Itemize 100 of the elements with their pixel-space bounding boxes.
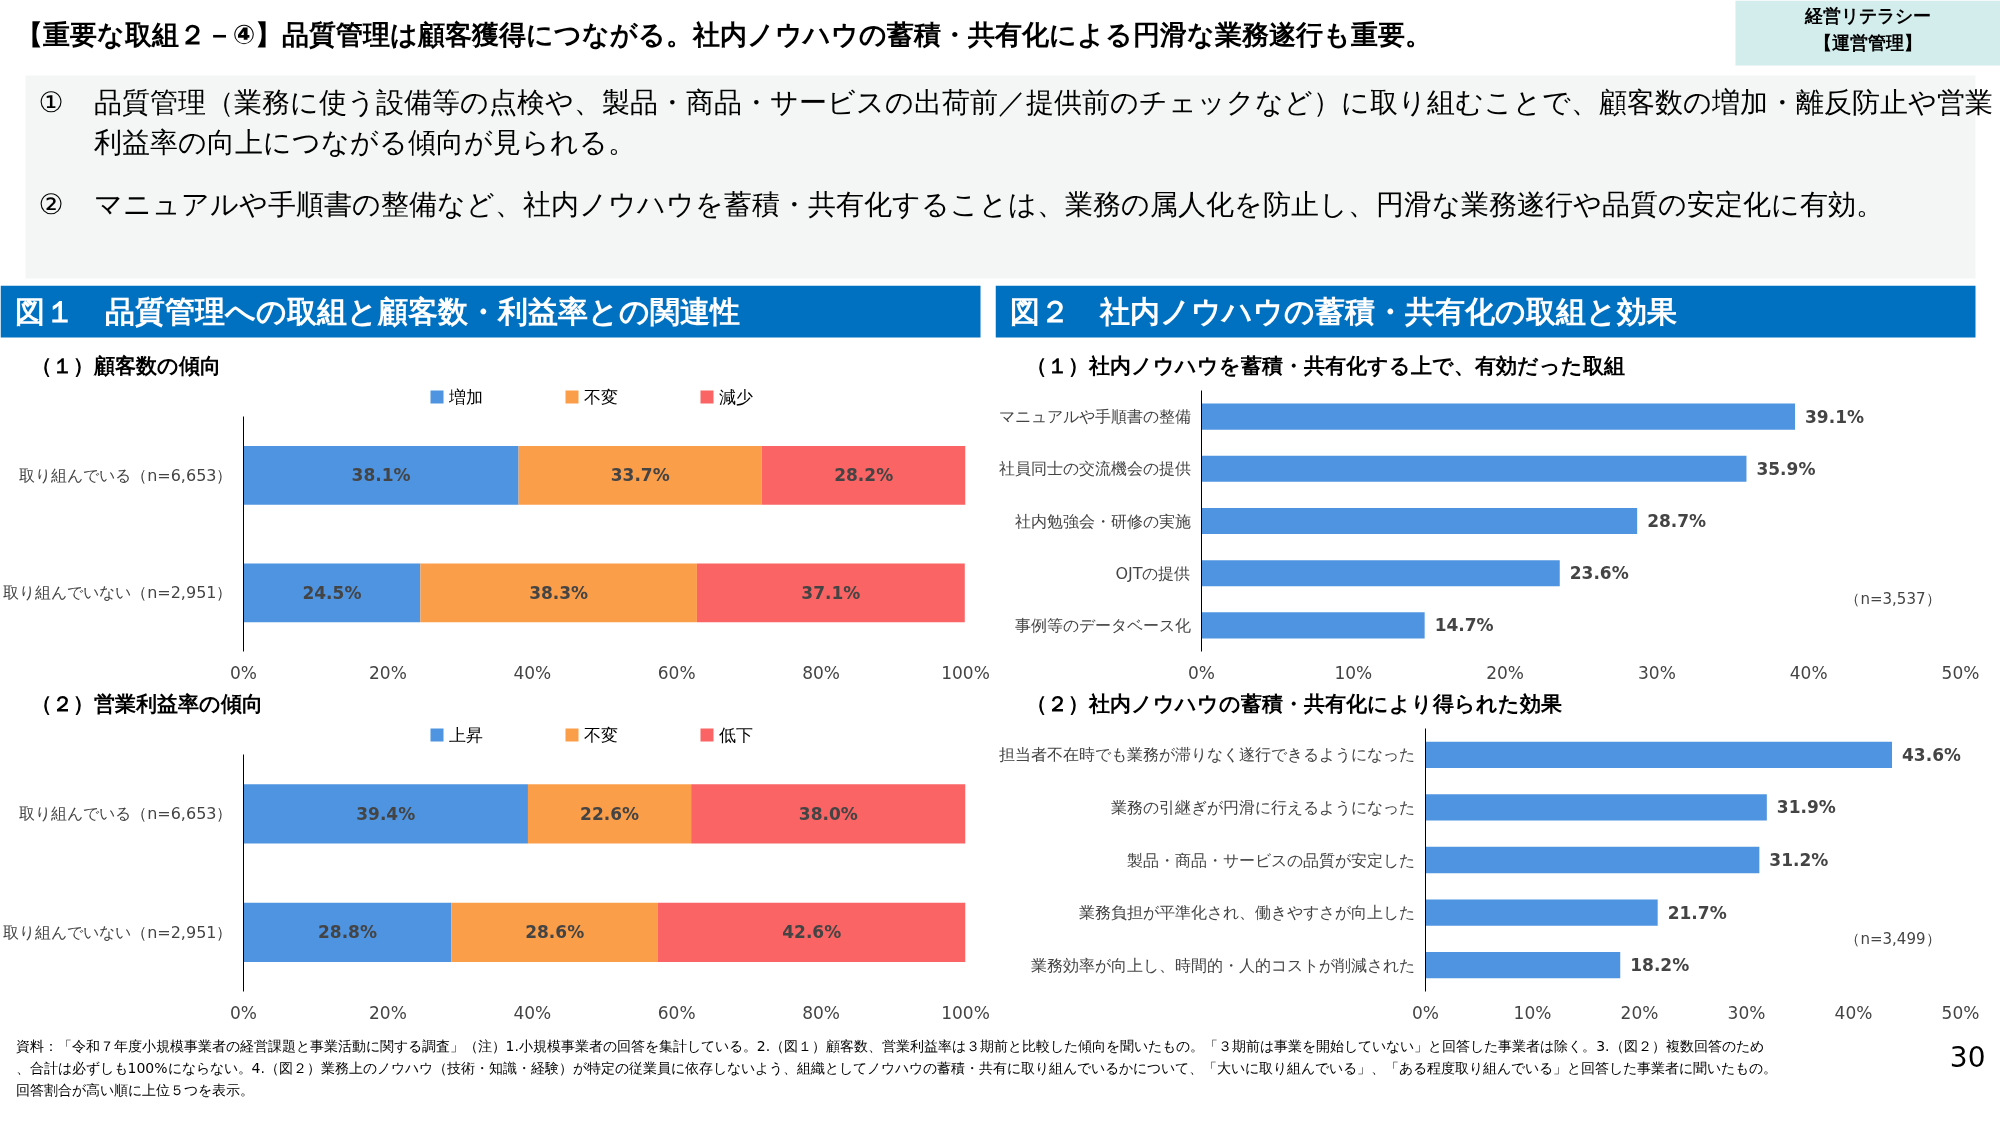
- chart-subtitle: （１）顧客数の傾向: [30, 353, 221, 378]
- legend-label: 増加: [447, 386, 483, 407]
- text: 経営リテラシー: [1803, 4, 1931, 26]
- y-tick-label: マニュアルや手順書の整備: [998, 407, 1191, 427]
- bar: [243, 902, 452, 962]
- data-label: 38.3%: [529, 582, 589, 603]
- x-tick-label: 50%: [1941, 662, 1980, 683]
- y-tick-label: 担当者不在時でも業務が滞りなく遂行できるようになった: [998, 745, 1415, 765]
- x-tick-label: 80%: [802, 662, 840, 683]
- x-tick-label: 0%: [1412, 1002, 1439, 1023]
- x-tick-label: 30%: [1727, 1002, 1766, 1023]
- x-tick-label: 10%: [1513, 1002, 1552, 1023]
- data-label: 28.7%: [1647, 511, 1707, 531]
- x-tick-label: 50%: [1941, 1002, 1980, 1023]
- bar: [527, 784, 692, 844]
- x-tick-label: 40%: [1789, 662, 1828, 683]
- bar: [1201, 403, 1796, 430]
- bar: [1201, 560, 1560, 587]
- data-label: 21.7%: [1667, 902, 1727, 923]
- x-tick-label: 40%: [513, 1002, 552, 1023]
- x-tick-label: 40%: [1834, 1002, 1873, 1023]
- y-tick-label: 取り組んでいる（n=6,653）: [19, 465, 233, 485]
- text: ① 品質管理（業務に使う設備等の点検や、製品・商品・サービスの出荷前／提供前のチェックなど）に取り組むことで、顧客数の増加・離反防止や営業利益率の向上につながる傾向が見られる。: [38, 85, 1993, 159]
- bar: [243, 784, 528, 844]
- bar: [1425, 952, 1621, 979]
- text: ② マニュアルや手順書の整備など、社内ノウハウを蓄積・共有化することは、業務の属人化を防止し、円滑な業務遂行や品質の安定化に有効。: [38, 187, 1884, 221]
- chart-title: 図２ 社内ノウハウの蓄積・共有化の取組と効果: [1009, 293, 1677, 329]
- data-label: 31.2%: [1769, 850, 1829, 870]
- x-tick-label: 60%: [657, 662, 696, 683]
- x-tick-label: 80%: [802, 1002, 840, 1023]
- bar: [243, 563, 421, 623]
- x-tick-label: 20%: [369, 662, 407, 683]
- legend-label: 上昇: [448, 724, 483, 745]
- y-tick-label: 取り組んでいる（n=6,653）: [19, 804, 233, 824]
- x-tick-label: 0%: [1188, 662, 1215, 683]
- data-label: 35.9%: [1756, 458, 1816, 479]
- legend-label: 不変: [583, 724, 618, 745]
- x-tick-label: 30%: [1638, 662, 1676, 683]
- data-label: 24.5%: [302, 582, 362, 603]
- legend-label: 不変: [583, 386, 618, 407]
- data-label: 28.8%: [317, 922, 377, 943]
- bar: [761, 445, 966, 505]
- text: 30: [1949, 1040, 1986, 1074]
- data-label: 28.2%: [834, 465, 894, 486]
- x-tick-label: 60%: [657, 1002, 696, 1023]
- data-label: 18.2%: [1630, 955, 1690, 976]
- data-label: 23.6%: [1569, 563, 1629, 584]
- y-tick-label: 社内勉強会・研修の実施: [1014, 511, 1191, 531]
- y-tick-label: 製品・商品・サービスの品質が安定した: [1126, 850, 1415, 870]
- text: 【運営管理】: [1813, 31, 1922, 53]
- bar: [420, 563, 697, 623]
- text: 【重要な取組２－④】品質管理は顧客獲得につながる。社内ノウハウの蓄積・共有化による円滑な業務遂行も重要。: [15, 18, 1433, 50]
- data-label: 43.6%: [1902, 744, 1961, 765]
- chart-title: （２）社内ノウハウの蓄積・共有化により得られた効果: [1025, 691, 1562, 716]
- legend-label: 減少: [718, 386, 753, 407]
- data-label: 14.7%: [1434, 615, 1494, 636]
- text: 資料：「令和７年度小規模事業者の経営課題と事業活動に関する調査」（注）1.小規模事業者の回答を集計している。2.（図１）顧客数、営業利益率は３期前と比較した傾向を聞いたもの。「３期前は事業を開始していない」と回答した事業者は除く。3.（図２）複数回答のため、合計は必ずしも100%にならない。4.（図２）業務上のノウハウ（技術・知識・経験）が特定の従業員に依存しないよう、組織としてノウハウの蓄積・共有に取り組んでいるかについて、「大いに取り組んでいる」、「ある程度取り組んでいる」と回答した事業者に聞いたもの。回答割合が高い順に上位５つを表示。: [15, 1037, 1777, 1098]
- y-tick-label: 業務の引継ぎが円滑に行えるようになった: [1110, 797, 1415, 817]
- y-tick-label: 業務負担が平準化され、働きやすさが向上した: [1078, 903, 1415, 923]
- chart-subtitle: （１）社内ノウハウを蓄積・共有化する上で、有効だった取組: [1025, 353, 1625, 378]
- bar: [1201, 507, 1638, 535]
- data-label: 31.9%: [1776, 797, 1836, 818]
- chart-title: 図１ 品質管理への取組と顧客数・利益率との関連性: [14, 293, 740, 329]
- x-tick-label: 10%: [1334, 662, 1373, 683]
- bar: [1425, 846, 1760, 874]
- bar: [518, 445, 762, 505]
- y-tick-label: 取り組んでいない（n=2,951）: [3, 583, 233, 603]
- data-label: 39.4%: [356, 803, 416, 824]
- x-tick-label: 20%: [369, 1002, 407, 1023]
- legend-label: 低下: [718, 724, 753, 745]
- bar: [1425, 794, 1767, 821]
- data-label: 37.1%: [801, 582, 861, 603]
- x-tick-label: 20%: [1486, 662, 1524, 683]
- x-tick-label: 20%: [1620, 1002, 1659, 1023]
- annotation: （n=3,499）: [1845, 929, 1941, 948]
- chart-title: （２）営業利益率の傾向: [30, 691, 263, 716]
- data-label: 38.0%: [798, 803, 858, 824]
- bar: [243, 445, 519, 505]
- annotation: （n=3,537）: [1845, 590, 1941, 609]
- x-tick-label: 40%: [513, 662, 552, 683]
- data-label: 22.6%: [580, 803, 640, 824]
- data-label: 33.7%: [610, 465, 670, 486]
- y-tick-label: OJTの提供: [1115, 563, 1191, 583]
- bar: [451, 902, 658, 962]
- bar: [1201, 455, 1747, 482]
- data-label: 38.1%: [351, 465, 411, 486]
- bar: [691, 784, 966, 844]
- x-tick-label: 100%: [941, 1002, 990, 1023]
- data-label: 39.1%: [1805, 406, 1865, 427]
- y-tick-label: 取り組んでいない（n=2,951）: [3, 922, 233, 942]
- bar: [696, 563, 965, 623]
- data-label: 28.6%: [525, 922, 585, 943]
- x-tick-label: 0%: [230, 662, 257, 683]
- y-tick-label: 社員同士の交流機会の提供: [998, 459, 1191, 479]
- x-tick-label: 100%: [941, 662, 990, 683]
- data-label: 42.6%: [782, 922, 842, 943]
- bar: [1425, 741, 1893, 768]
- x-tick-label: 0%: [230, 1002, 257, 1023]
- bar: [657, 902, 966, 962]
- y-tick-label: 事例等のデータベース化: [1014, 615, 1191, 635]
